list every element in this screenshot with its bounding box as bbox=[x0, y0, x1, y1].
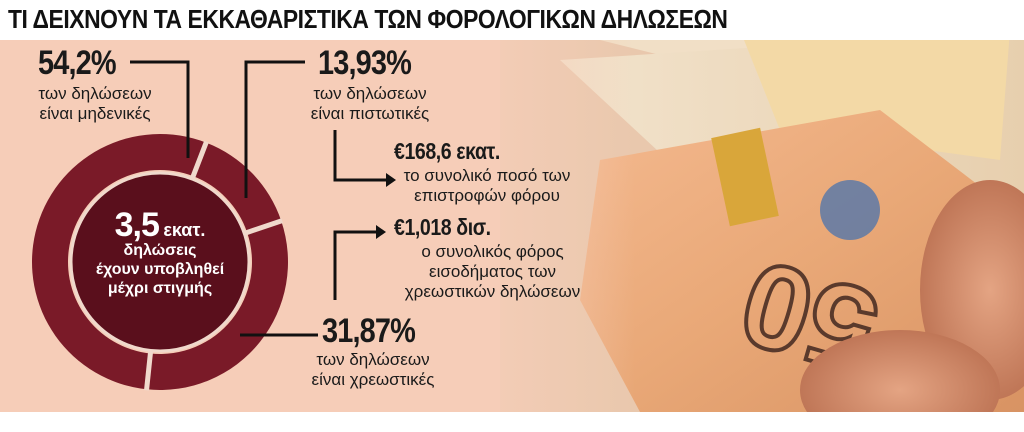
stat-refunds-line-1: το συνολικό ποσό των bbox=[403, 166, 571, 185]
connector-lines bbox=[130, 60, 386, 337]
stat-refunds-value: €168,6 εκατ. bbox=[394, 138, 500, 165]
stat-tax-line-3: χρεωστικών δηλώσεων bbox=[404, 282, 581, 301]
connector-tax bbox=[333, 230, 376, 300]
stat-debit-desc: των δηλώσεων είναι χρεωστικές bbox=[298, 350, 448, 390]
stat-credit-line-2: είναι πιστωτικές bbox=[310, 104, 430, 123]
pie-center-disc bbox=[69, 171, 251, 353]
stat-credit-value: 13,93% bbox=[318, 44, 412, 82]
stat-debit-line-2: είναι χρεωστικές bbox=[311, 370, 435, 389]
connector-credit bbox=[244, 60, 305, 198]
stat-zero-value: 54,2% bbox=[38, 44, 117, 82]
stat-tax-unit: δισ. bbox=[456, 214, 491, 240]
stat-tax-amount: €1,018 bbox=[394, 214, 452, 240]
pie-slices bbox=[31, 133, 288, 391]
stat-zero-line-1: των δηλώσεων bbox=[38, 84, 152, 103]
stat-zero-line-2: είναι μηδενικές bbox=[39, 104, 151, 123]
pie-center-label: 3,5 εκατ. δηλώσεις έχουν υποβληθεί μέχρι… bbox=[70, 206, 250, 298]
stat-tax-value: €1,018 δισ. bbox=[394, 214, 491, 241]
stat-tax-line-1: ο συνολικός φόρος bbox=[421, 242, 564, 261]
stat-refunds-amount: €168,6 bbox=[394, 138, 452, 164]
stat-zero-desc: των δηλώσεων είναι μηδενικές bbox=[10, 84, 180, 124]
center-unit: εκατ. bbox=[163, 220, 206, 240]
center-value-line: 3,5 εκατ. bbox=[70, 206, 250, 245]
pie-slice-credit bbox=[193, 142, 282, 233]
stat-credit-desc: των δηλώσεων είναι πιστωτικές bbox=[295, 84, 445, 124]
stat-tax-line-2: εισοδήματος των bbox=[429, 262, 556, 281]
center-line-3: μέχρι στιγμής bbox=[107, 280, 213, 297]
stat-refunds-line-2: επιστροφών φόρου bbox=[414, 186, 560, 205]
pie-slice-zero bbox=[31, 133, 207, 390]
center-desc: δηλώσεις έχουν υποβληθεί μέχρι στιγμής bbox=[70, 241, 250, 298]
stat-refunds-desc: το συνολικό ποσό των επιστροφών φόρου bbox=[392, 166, 582, 206]
pie-slice-debit bbox=[146, 220, 288, 390]
page-title: ΤΙ ΔΕΙΧΝΟΥΝ ΤΑ ΕΚΚΑΘΑΡΙΣΤΙΚΑ ΤΩΝ ΦΟΡΟΛΟΓ… bbox=[8, 4, 728, 34]
stat-debit-value: 31,87% bbox=[322, 312, 416, 350]
center-value: 3,5 bbox=[114, 206, 160, 244]
arrow-tax bbox=[376, 225, 386, 239]
connector-zero bbox=[130, 60, 190, 158]
stat-debit-line-1: των δηλώσεων bbox=[316, 350, 430, 369]
slice-separator bbox=[190, 140, 209, 179]
stat-tax-desc: ο συνολικός φόρος εισοδήματος των χρεωστ… bbox=[380, 242, 605, 302]
stat-credit-line-1: των δηλώσεων bbox=[313, 84, 427, 103]
connector-refunds bbox=[333, 130, 386, 182]
slice-separator bbox=[144, 351, 154, 391]
center-line-1: δηλώσεις bbox=[123, 242, 197, 259]
arrow-refunds bbox=[386, 173, 396, 187]
slice-separator bbox=[244, 218, 283, 236]
center-line-2: έχουν υποβληθεί bbox=[95, 261, 225, 278]
stat-refunds-unit: εκατ. bbox=[456, 138, 500, 164]
